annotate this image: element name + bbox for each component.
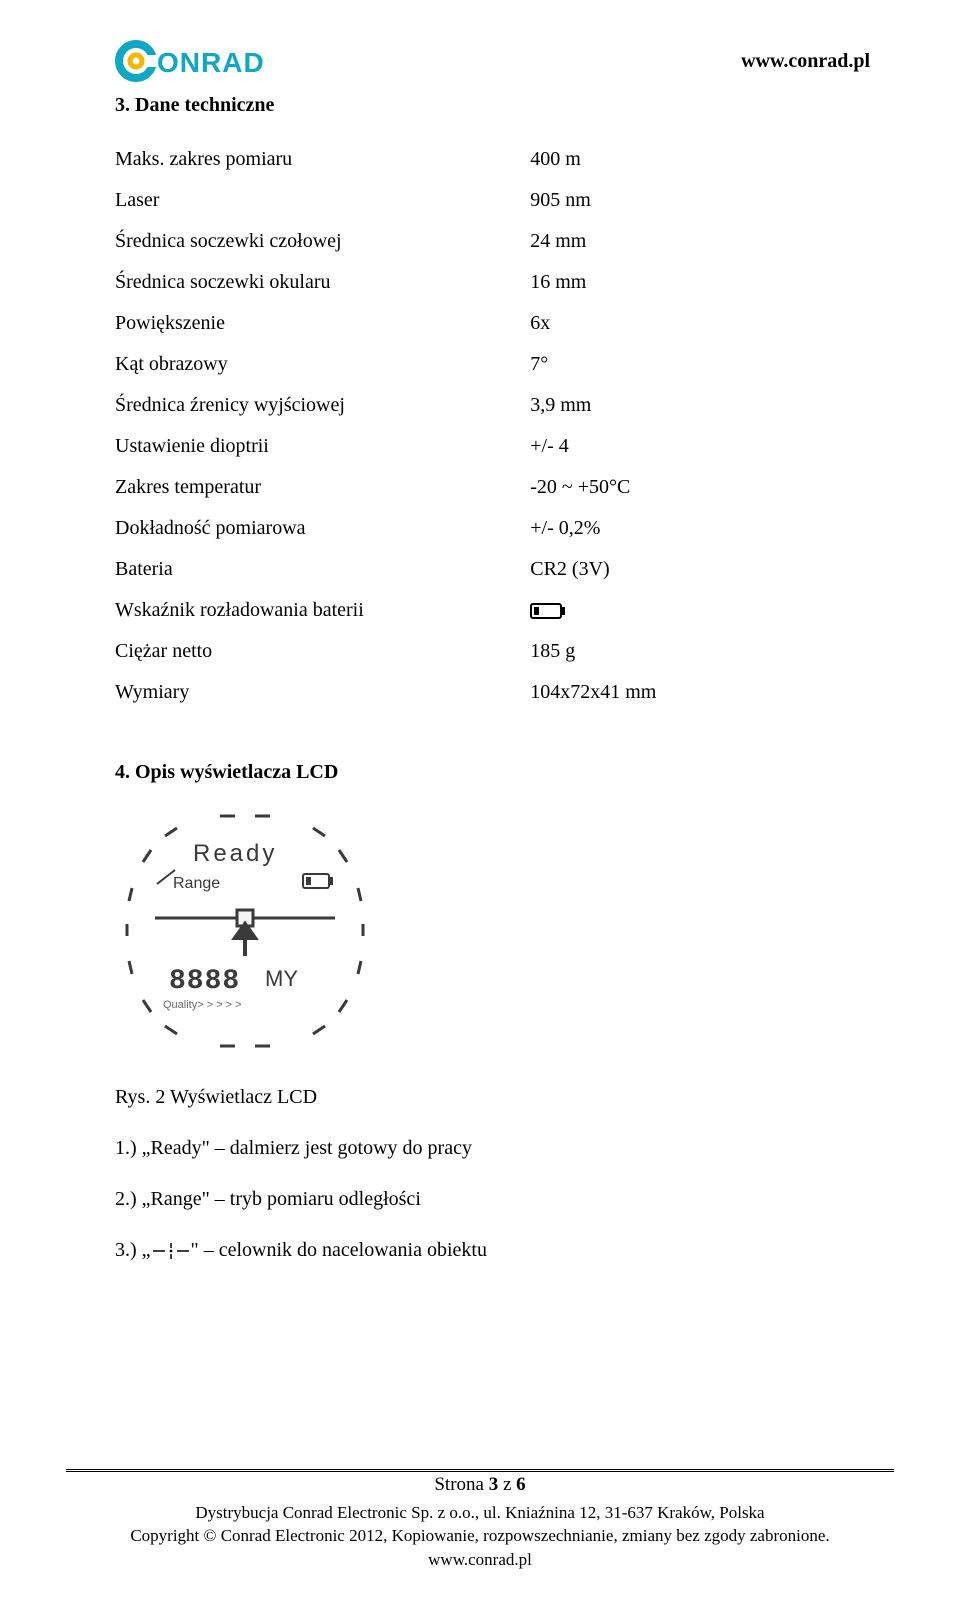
lcd-digits: 8888 <box>169 966 240 997</box>
lcd-range-label: Range <box>173 875 220 892</box>
table-row: Średnica soczewki czołowej24 mm <box>115 221 870 262</box>
crosshair-icon <box>151 1242 191 1260</box>
table-row: Ciężar netto185 g <box>115 631 870 672</box>
table-row: Wymiary104x72x41 mm <box>115 672 870 713</box>
spec-label: Laser <box>115 180 530 221</box>
figure-caption: Rys. 2 Wyświetlacz LCD <box>115 1086 870 1109</box>
section-3-title: 3. Dane techniczne <box>115 94 870 117</box>
spec-label: Dokładność pomiarowa <box>115 508 530 549</box>
footer-line-2: Copyright © Conrad Electronic 2012, Kopi… <box>0 1524 960 1548</box>
spec-value: 6x <box>530 303 870 344</box>
section-4-title: 4. Opis wyświetlacza LCD <box>115 761 870 784</box>
footer-line-3: www.conrad.pl <box>0 1548 960 1572</box>
spec-label: Średnica soczewki okularu <box>115 262 530 303</box>
lcd-quality: Quality> > > > > <box>163 999 242 1011</box>
footer-line-1: Dystrybucja Conrad Electronic Sp. z o.o.… <box>0 1501 960 1525</box>
list-item-1: 1.) „Ready" – dalmierz jest gotowy do pr… <box>115 1137 870 1160</box>
table-row: Wskaźnik rozładowania baterii <box>115 590 870 631</box>
spec-value: 104x72x41 mm <box>530 672 870 713</box>
header: ONRAD www.conrad.pl <box>115 40 870 82</box>
table-row: Dokładność pomiarowa+/- 0,2% <box>115 508 870 549</box>
spec-label: Maks. zakres pomiaru <box>115 139 530 180</box>
brand-text: ONRAD <box>157 47 265 78</box>
list-item-2: 2.) „Range" – tryb pomiaru odległości <box>115 1188 870 1211</box>
spec-value <box>530 590 870 631</box>
spec-label: Zakres temperatur <box>115 467 530 508</box>
table-row: Średnica źrenicy wyjściowej3,9 mm <box>115 385 870 426</box>
conrad-logo-icon: ONRAD <box>115 40 315 82</box>
spec-label: Wskaźnik rozładowania baterii <box>115 590 530 631</box>
battery-low-icon <box>530 601 570 621</box>
spec-label: Bateria <box>115 549 530 590</box>
footer: Strona 3 z 6 Dystrybucja Conrad Electron… <box>0 1472 960 1572</box>
lcd-figure: Ready Range 8888 MY Quality> > > > > <box>115 806 870 1056</box>
spec-value: +/- 4 <box>530 426 870 467</box>
table-row: Powiększenie6x <box>115 303 870 344</box>
list-item-3-post: " – celownik do nacelowania obiektu <box>191 1239 487 1261</box>
spec-value: CR2 (3V) <box>530 549 870 590</box>
spec-label: Wymiary <box>115 672 530 713</box>
table-row: Maks. zakres pomiaru400 m <box>115 139 870 180</box>
spec-value: 24 mm <box>530 221 870 262</box>
list-item-3-pre: 3.) „ <box>115 1239 151 1261</box>
brand-logo: ONRAD <box>115 40 315 82</box>
lcd-ready-text: Ready <box>193 840 277 867</box>
spec-label: Ciężar netto <box>115 631 530 672</box>
page: ONRAD www.conrad.pl 3. Dane techniczne M… <box>0 0 960 1597</box>
spec-value: 905 nm <box>530 180 870 221</box>
table-row: BateriaCR2 (3V) <box>115 549 870 590</box>
spec-value: 400 m <box>530 139 870 180</box>
spec-value: 7° <box>530 344 870 385</box>
spec-label: Kąt obrazowy <box>115 344 530 385</box>
header-url: www.conrad.pl <box>741 50 870 73</box>
footer-page: Strona 3 z 6 <box>0 1472 960 1499</box>
list-item-3: 3.) „ " – celownik do nacelowania obiekt… <box>115 1239 870 1262</box>
spec-value: 16 mm <box>530 262 870 303</box>
spec-label: Ustawienie dioptrii <box>115 426 530 467</box>
lcd-my: MY <box>265 966 298 991</box>
lcd-display-icon: Ready Range 8888 MY Quality> > > > > <box>115 806 375 1056</box>
table-row: Zakres temperatur-20 ~ +50°C <box>115 467 870 508</box>
table-row: Laser905 nm <box>115 180 870 221</box>
spec-value: +/- 0,2% <box>530 508 870 549</box>
spec-value: 185 g <box>530 631 870 672</box>
spec-value: 3,9 mm <box>530 385 870 426</box>
spec-value: -20 ~ +50°C <box>530 467 870 508</box>
spec-label: Średnica źrenicy wyjściowej <box>115 385 530 426</box>
table-row: Ustawienie dioptrii+/- 4 <box>115 426 870 467</box>
table-row: Średnica soczewki okularu16 mm <box>115 262 870 303</box>
spec-label: Średnica soczewki czołowej <box>115 221 530 262</box>
spec-table: Maks. zakres pomiaru400 mLaser905 nmŚred… <box>115 139 870 713</box>
spec-label: Powiększenie <box>115 303 530 344</box>
table-row: Kąt obrazowy7° <box>115 344 870 385</box>
